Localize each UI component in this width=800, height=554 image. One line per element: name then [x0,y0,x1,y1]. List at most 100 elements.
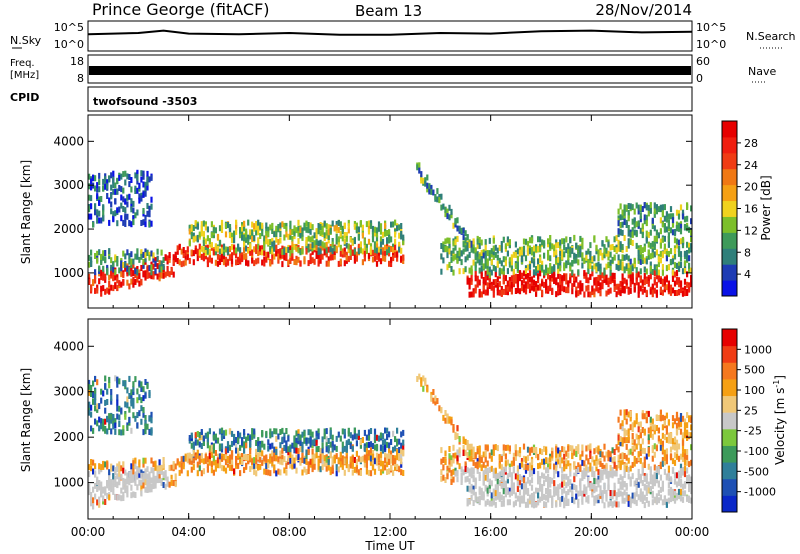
heatmap-cell [102,486,105,493]
heatmap-cell [349,460,352,467]
heatmap-cell [567,248,570,255]
heatmap-cell [635,433,638,440]
heatmap-cell [102,265,105,272]
heatmap-cell [532,491,536,498]
heatmap-cell [555,258,558,265]
heatmap-cell [285,231,288,238]
heatmap-cell [589,273,592,280]
heatmap-cell [365,447,368,454]
heatmap-cell [112,488,115,495]
heatmap-cell [188,456,191,463]
heatmap-cell [681,467,685,473]
heatmap-cell [547,484,550,491]
heatmap-cell [329,451,332,458]
heatmap-cell [333,455,336,462]
heatmap-cell [647,204,650,211]
heatmap-cell [130,389,133,396]
heatmap-cell [341,235,344,242]
heatmap-cell [440,475,443,482]
heatmap-cell [390,261,393,267]
heatmap-cell [537,463,540,470]
heatmap-cell [245,462,248,469]
heatmap-cell [122,250,125,257]
heatmap-cell [623,287,626,294]
heatmap-cell [535,487,538,494]
heatmap-cell [518,501,522,508]
heatmap-cell [655,208,658,215]
heatmap-cell [486,250,489,256]
heatmap-cell [98,265,101,272]
heatmap-cell [619,436,622,442]
heatmap-cell [655,229,658,236]
heatmap-cell [506,285,509,292]
heatmap-cell [120,429,123,436]
heatmap-cell [148,486,151,493]
heatmap-cell [188,435,191,441]
heatmap-cell [508,487,511,494]
heatmap-cell [222,243,226,250]
heatmap-cell [283,247,286,254]
heatmap-cell [226,457,230,464]
colorbar-tick-label: 12 [744,224,758,237]
heatmap-cell [482,474,485,481]
heatmap-cell [609,465,612,471]
heatmap-cell [530,493,534,499]
heatmap-cell [249,466,252,472]
heatmap-cell [321,458,324,465]
heatmap-cell [124,469,127,476]
heatmap-cell [339,244,342,251]
heatmap-cell [478,450,481,457]
colorbar-tick-label: 8 [744,246,751,259]
heatmap-cell [327,445,330,452]
heatmap-cell [492,291,495,298]
heatmap-cell [347,247,350,254]
heatmap-cell [136,276,139,283]
heatmap-cell [371,458,375,465]
heatmap-cell [444,450,447,457]
heatmap-cell [478,237,481,243]
heatmap-cell [309,236,312,243]
heatmap-cell [595,455,598,462]
heatmap-cell [106,287,109,294]
heatmap-cell [633,456,636,462]
heatmap-cell [557,447,560,454]
heatmap-cell [307,222,310,228]
heatmap-cell [373,255,377,262]
heatmap-cell [482,461,485,468]
heatmap-cell [518,474,522,481]
heatmap-cell [466,498,469,505]
heatmap-cell [96,182,99,189]
heatmap-cell [392,455,395,461]
heatmap-cell [563,446,566,453]
heatmap-cell [128,479,131,486]
heatmap-cell [543,269,546,276]
heatmap-cell [573,276,576,283]
heatmap-cell [104,250,107,256]
heatmap-cell [669,248,673,255]
heatmap-cell [565,473,568,480]
heatmap-cell [388,468,391,475]
heatmap-cell [627,242,630,249]
heatmap-cell [663,468,666,475]
heatmap-cell [239,232,242,239]
heatmap-cell [88,206,91,213]
heatmap-cell [679,468,683,475]
heatmap-cell [88,261,91,268]
heatmap-cell [94,272,97,279]
heatmap-cell [526,278,530,285]
heatmap-cell [390,454,393,461]
heatmap-cell [514,454,517,461]
heatmap-cell [375,459,379,466]
heatmap-cell [633,208,636,215]
heatmap-cell [448,466,451,473]
heatmap-cell [639,216,642,223]
heatmap-cell [104,176,107,183]
heatmap-cell [472,468,475,475]
heatmap-cell [683,260,687,267]
heatmap-cell [488,266,491,273]
heatmap-cell [94,493,97,500]
heatmap-cell [233,237,236,244]
heatmap-cell [208,452,211,459]
heatmap-cell [104,256,107,263]
heatmap-cell [386,230,389,236]
